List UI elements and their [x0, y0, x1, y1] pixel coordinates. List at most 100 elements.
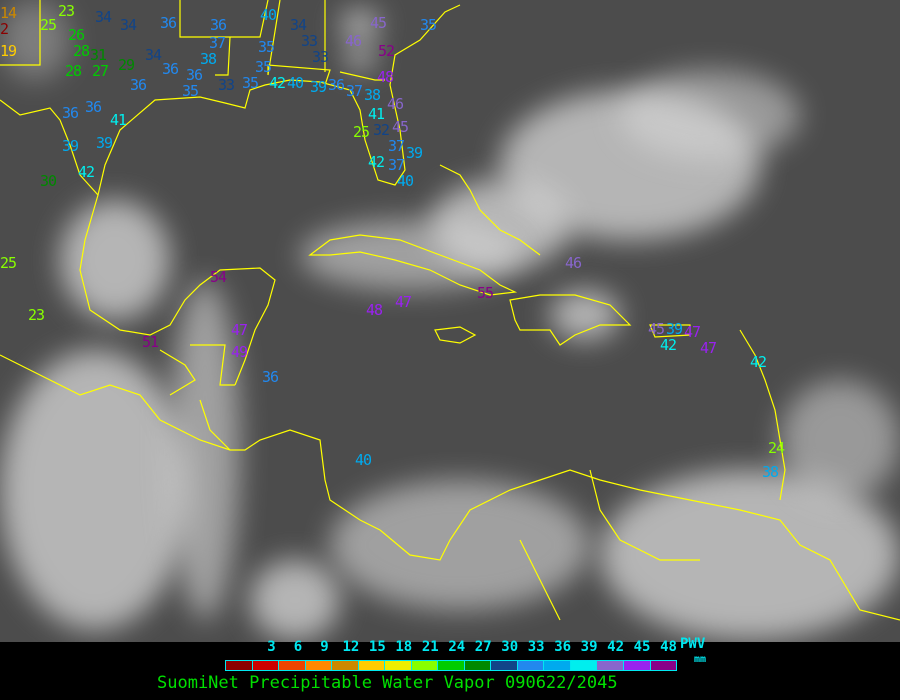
- station-pwv-value: 27: [92, 62, 109, 80]
- station-pwv-value: 33: [301, 32, 318, 50]
- legend-tick-label: 18: [395, 639, 413, 655]
- colorbar-cell: [279, 661, 306, 670]
- colorbar-cell: [252, 661, 280, 670]
- station-pwv-value: 34: [120, 16, 137, 34]
- station-pwv-value: 36: [85, 98, 102, 116]
- station-pwv-value: 26: [68, 26, 85, 44]
- station-pwv-value: 35: [255, 58, 272, 76]
- colorbar-cell: [385, 661, 412, 670]
- station-pwv-value: 39: [666, 320, 683, 338]
- station-pwv-value: 36: [210, 16, 227, 34]
- colorbar-cell: [332, 661, 359, 670]
- colorbar-cell: [570, 661, 598, 670]
- colorbar-cell: [358, 661, 386, 670]
- station-pwv-value: 40: [287, 74, 304, 92]
- station-pwv-value: 23: [28, 306, 45, 324]
- station-pwv-value: 47: [231, 321, 248, 339]
- legend-tick-label: 45: [633, 639, 651, 655]
- station-pwv-value: 37: [388, 156, 405, 174]
- station-pwv-value: 36: [160, 14, 177, 32]
- legend-tick-label: 48: [660, 639, 677, 655]
- station-pwv-value: 45: [648, 320, 665, 338]
- station-pwv-value: 42: [78, 163, 95, 181]
- station-pwv-value: 48: [377, 68, 394, 86]
- legend-tick-label: 33: [527, 639, 545, 655]
- station-pwv-value: 39: [62, 137, 79, 155]
- station-pwv-value: 45: [392, 118, 409, 136]
- station-pwv-value: 49: [231, 343, 248, 361]
- station-pwv-value: 23: [58, 2, 75, 20]
- station-pwv-value: 30: [40, 172, 57, 190]
- station-pwv-value: 42: [368, 153, 385, 171]
- bahamas: [439, 164, 541, 256]
- station-pwv-value: 37: [346, 82, 363, 100]
- station-pwv-value: 31: [90, 46, 107, 64]
- station-pwv-value: 47: [700, 339, 717, 357]
- colorbar-cell: [544, 661, 571, 670]
- station-pwv-value: 28: [65, 62, 82, 80]
- colorbar-cell: [226, 661, 253, 670]
- station-pwv-value: 34: [290, 16, 307, 34]
- station-pwv-value: 54: [210, 268, 227, 286]
- state-borders: [0, 0, 385, 86]
- station-pwv-value: 38: [762, 463, 779, 481]
- station-pwv-value: 35: [420, 16, 437, 34]
- station-pwv-value: 40: [260, 6, 277, 24]
- legend-tick-label: 24: [448, 639, 466, 655]
- legend-tick-label: 30: [501, 639, 519, 655]
- station-pwv-value: 47: [395, 293, 412, 311]
- station-pwv-value: 41: [368, 105, 385, 123]
- station-pwv-value: 46: [387, 95, 404, 113]
- station-pwv-value: 42: [269, 74, 286, 92]
- coastlines: [0, 0, 900, 621]
- station-pwv-value: 19: [0, 42, 17, 60]
- station-pwv-value: 36: [262, 368, 279, 386]
- station-pwv-value: 47: [684, 323, 701, 341]
- station-pwv-value: 48: [366, 301, 383, 319]
- hispaniola: [509, 294, 632, 346]
- station-pwv-value: 25: [0, 254, 17, 272]
- station-pwv-value: 55: [477, 284, 494, 302]
- station-pwv-value: 38: [364, 86, 381, 104]
- us-gulf-coast: [0, 4, 461, 197]
- station-pwv-value: 24: [768, 439, 785, 457]
- station-pwv-value: 33: [312, 48, 329, 66]
- station-pwv-value: 39: [406, 144, 423, 162]
- legend-tick-label: 9: [320, 639, 329, 655]
- jamaica: [434, 326, 477, 344]
- station-pwv-value: 41: [110, 111, 127, 129]
- pwv-colorbar: [225, 660, 677, 671]
- station-pwv-value: 39: [310, 78, 327, 96]
- station-pwv-value: 25: [353, 123, 370, 141]
- map-caption: SuomiNet Precipitable Water Vapor 090622…: [157, 673, 618, 693]
- legend-tick-label: 15: [368, 639, 386, 655]
- station-pwv-value: 46: [345, 32, 362, 50]
- station-pwv-value: 35: [258, 38, 275, 56]
- station-pwv-value: 40: [397, 172, 414, 190]
- mexico-coast: [79, 194, 276, 386]
- station-pwv-value: 35: [182, 82, 199, 100]
- legend-tick-label: 39: [580, 639, 598, 655]
- station-pwv-value: 52: [378, 42, 395, 60]
- station-pwv-value: 51: [142, 333, 159, 351]
- station-pwv-value: 29: [118, 56, 135, 74]
- legend-unit-label: PWV: [680, 636, 706, 652]
- station-pwv-value: 37: [209, 34, 226, 52]
- central-america: [0, 354, 900, 621]
- station-pwv-value: 34: [145, 46, 162, 64]
- colorbar-cell: [438, 661, 465, 670]
- lesser-antilles: [739, 329, 786, 501]
- station-pwv-value: 45: [370, 14, 387, 32]
- guatemala-belize-borders: [159, 344, 235, 451]
- cuba: [308, 234, 518, 296]
- legend-tick-label: 27: [474, 639, 492, 655]
- station-pwv-value: 28: [73, 42, 90, 60]
- south-america-rivers: [519, 469, 700, 621]
- puerto-rico: [649, 324, 691, 338]
- station-pwv-value: 46: [565, 254, 582, 272]
- legend-tick-label: 36: [554, 639, 572, 655]
- colorbar-cell: [411, 661, 439, 670]
- colorbar-cell: [491, 661, 518, 670]
- colorbar-cell: [305, 661, 333, 670]
